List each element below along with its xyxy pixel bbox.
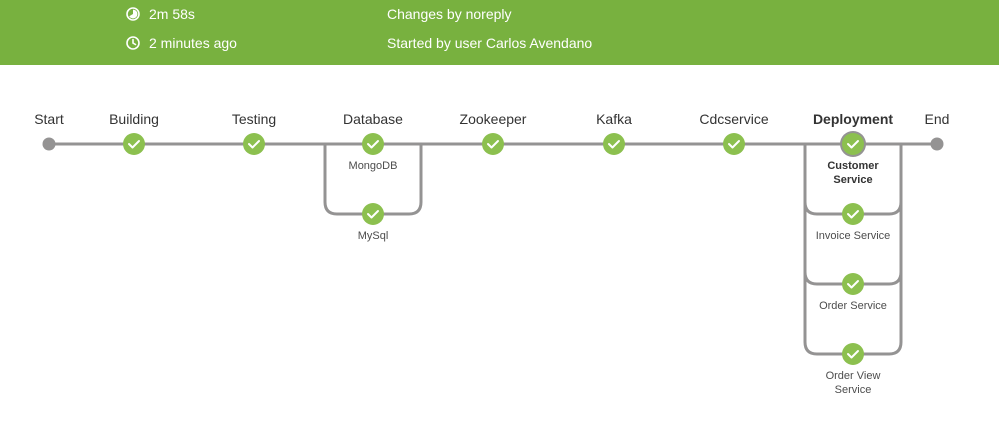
stage-node-zookeeper[interactable] [482,133,504,155]
check-icon [847,350,859,359]
stage-node-mongodb[interactable] [362,133,384,155]
started-by-text: Started by user Carlos Avendano [387,35,593,51]
clock-icon [126,36,140,50]
check-icon [847,140,859,149]
check-icon [847,280,859,289]
duration-row: 2m 58s [125,6,195,22]
stage-node-mysql[interactable] [362,203,384,225]
stage-label-deployment[interactable]: Deployment [813,111,893,127]
check-icon [128,140,140,149]
check-icon [248,140,260,149]
end-label: End [925,111,950,127]
pipeline-connectors [47,142,939,356]
stage-label-cdcservice[interactable]: Cdcservice [699,111,768,127]
branch-label-order-service: Order Service [819,300,887,312]
branch-label-customer-service: Customer Service [827,160,879,186]
branch-label-mongodb: MongoDB [349,160,398,172]
start-node [42,137,56,151]
branch-label-mysql: MySql [358,230,389,242]
stage-node-invoice-service[interactable] [842,203,864,225]
stage-label-building[interactable]: Building [109,111,159,127]
check-icon [367,140,379,149]
run-summary-header: 2m 58s 2 minutes ago Changes by noreply … [0,0,999,65]
end-node [930,137,944,151]
branch-label-order-view-service: Order View Service [826,370,881,396]
stage-label-database[interactable]: Database [343,111,403,127]
stage-label-zookeeper[interactable]: Zookeeper [460,111,527,127]
changes-text[interactable]: Changes by noreply [387,6,512,22]
stage-node-order-view-service[interactable] [842,343,864,365]
stage-node-testing[interactable] [243,133,265,155]
check-icon [367,210,379,219]
time-ago-text: 2 minutes ago [149,35,237,51]
stage-node-customer-service[interactable] [840,131,866,157]
stage-node-kafka[interactable] [603,133,625,155]
pie-timer-icon [126,7,140,21]
stage-node-cdcservice[interactable] [723,133,745,155]
branch-label-invoice-service: Invoice Service [816,230,891,242]
check-icon [487,140,499,149]
check-icon [608,140,620,149]
stage-node-order-service[interactable] [842,273,864,295]
check-icon [847,210,859,219]
stage-label-testing[interactable]: Testing [232,111,276,127]
start-label: Start [34,111,64,127]
stage-label-kafka[interactable]: Kafka [596,111,632,127]
check-icon [728,140,740,149]
changes-row: Changes by noreply [387,6,512,22]
started-by-row: Started by user Carlos Avendano [387,35,592,51]
duration-text: 2m 58s [149,6,195,22]
stage-node-building[interactable] [123,133,145,155]
time-ago-row: 2 minutes ago [125,35,237,51]
